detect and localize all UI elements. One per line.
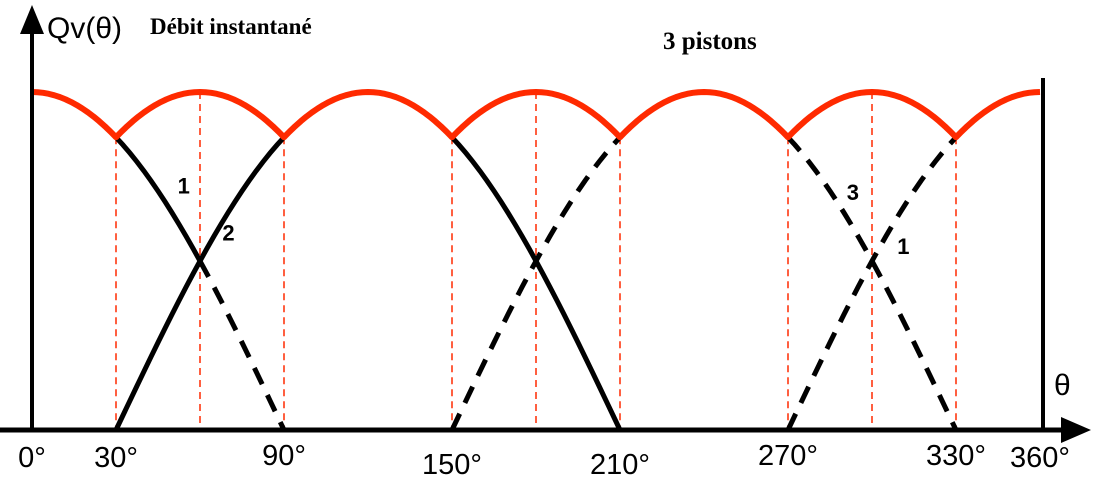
x-tick-label: 90° <box>262 440 306 472</box>
x-tick-labels: 0° 30° 90° 150° 210° 270° 330° 360° <box>18 440 1070 481</box>
x-axis-symbol: θ <box>1054 369 1071 402</box>
x-tick-label: 330° <box>926 440 986 472</box>
y-axis-arrow <box>20 5 44 34</box>
x-tick-label: 0° <box>18 442 46 474</box>
y-axis-title: Débit instantané <box>150 14 312 39</box>
curve-annotation: 1 <box>178 173 190 198</box>
curve-annotation: 2 <box>222 221 234 246</box>
chart-title: 3 pistons <box>663 28 757 55</box>
x-tick-label: 270° <box>758 440 818 472</box>
x-tick-label: 30° <box>94 442 138 474</box>
curve-annotation: 3 <box>847 180 859 205</box>
curve-annotation: 1 <box>897 234 909 259</box>
piston-curve-dashed <box>786 135 959 432</box>
piston-curve-dashed <box>785 135 958 432</box>
x-tick-label: 210° <box>590 449 650 481</box>
piston-curves <box>113 135 959 432</box>
axes <box>0 5 1091 443</box>
piston-curve-solid <box>113 135 286 432</box>
piston-curve-dashed <box>449 135 622 432</box>
piston-curve-dashed <box>197 259 287 432</box>
piston-curve-solid <box>114 135 203 263</box>
x-tick-label: 360° <box>1010 442 1070 474</box>
y-axis-symbol: Qv(θ) <box>47 12 122 45</box>
total-flow-curve <box>31 89 1041 141</box>
total-flow-line <box>31 89 1041 141</box>
x-axis-arrow <box>1061 417 1091 443</box>
x-tick-label: 150° <box>422 449 482 481</box>
curve-annotations: 1 2 3 1 <box>178 173 910 259</box>
